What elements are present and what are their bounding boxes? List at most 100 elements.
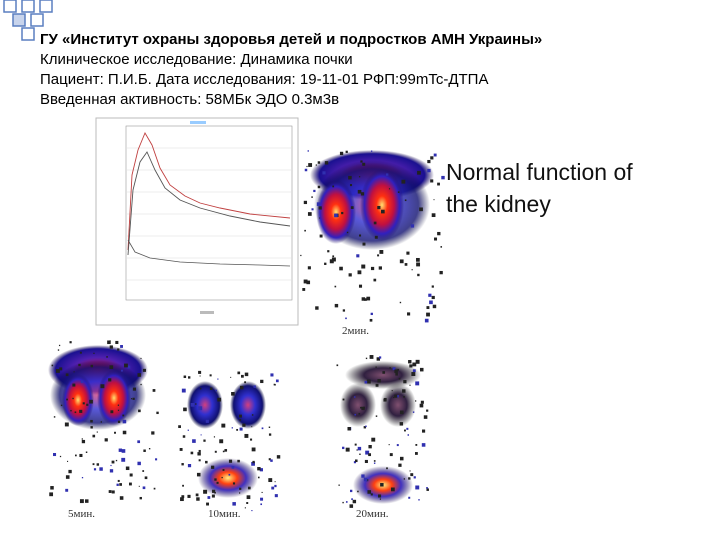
noise-dot: [215, 389, 217, 392]
noise-dot: [129, 473, 133, 477]
noise-dot: [412, 411, 415, 413]
noise-dot: [90, 419, 93, 423]
header-line: Пациент: П.И.Б. Дата исследования: 19-11…: [40, 71, 488, 88]
noise-dot: [303, 279, 308, 284]
noise-dot: [274, 481, 276, 483]
noise-dot: [217, 397, 222, 402]
noise-dot: [378, 494, 382, 498]
noise-dot: [181, 495, 185, 499]
noise-dot: [188, 376, 191, 379]
noise-dot: [268, 458, 271, 461]
noise-dot: [334, 285, 337, 288]
noise-dot: [228, 459, 233, 463]
noise-dot: [132, 397, 135, 400]
noise-dot: [408, 496, 411, 499]
noise-dot: [239, 487, 242, 490]
noise-dot: [380, 483, 384, 487]
noise-dot: [140, 383, 142, 386]
noise-dot: [345, 317, 347, 320]
noise-dot: [327, 250, 330, 253]
noise-dot: [418, 499, 420, 501]
noise-dot: [415, 444, 418, 446]
noise-dot: [360, 160, 363, 163]
caption-line: the kidney: [446, 191, 551, 217]
noise-dot: [96, 431, 98, 433]
noise-dot: [114, 431, 116, 434]
noise-dot: [304, 229, 306, 232]
noise-dot: [203, 439, 206, 442]
noise-dot: [347, 427, 351, 431]
noise-dot: [115, 340, 119, 345]
noise-dot: [124, 363, 128, 368]
noise-dot: [364, 459, 368, 464]
scan-5min: [48, 345, 148, 430]
noise-dot: [224, 449, 228, 452]
noise-dot: [73, 371, 75, 373]
noise-dot: [414, 452, 418, 455]
noise-dot: [302, 288, 306, 291]
noise-dot: [148, 447, 151, 450]
noise-dot: [211, 494, 215, 498]
noise-dot: [93, 468, 97, 471]
noise-dot: [357, 490, 359, 493]
noise-dot: [336, 364, 339, 367]
noise-dot: [365, 425, 367, 428]
noise-dot: [55, 368, 60, 373]
noise-dot: [121, 449, 126, 453]
noise-dot: [178, 425, 181, 429]
noise-dot: [144, 476, 148, 480]
noise-dot: [342, 501, 344, 504]
noise-dot: [364, 380, 368, 384]
noise-dot: [373, 462, 376, 464]
noise-dot: [261, 491, 263, 494]
noise-dot: [415, 359, 420, 364]
noise-dot: [374, 235, 378, 239]
noise-dot: [431, 213, 436, 218]
noise-dot: [209, 374, 212, 377]
noise-dot: [121, 369, 123, 372]
noise-dot: [356, 254, 360, 258]
noise-dot: [232, 482, 236, 485]
noise-dot: [415, 400, 417, 402]
noise-dot: [361, 264, 366, 269]
noise-dot: [365, 450, 370, 455]
noise-dot: [228, 473, 231, 476]
noise-dot: [386, 467, 388, 470]
noise-dot: [217, 378, 219, 380]
noise-dot: [115, 459, 118, 462]
noise-dot: [334, 213, 338, 218]
noise-dot: [72, 383, 76, 387]
noise-dot: [401, 179, 406, 184]
noise-dot: [156, 411, 159, 415]
noise-dot: [431, 285, 434, 288]
noise-dot: [110, 464, 112, 467]
noise-dot: [383, 398, 387, 402]
noise-dot: [394, 369, 398, 373]
noise-dot: [211, 465, 215, 469]
noise-dot: [239, 385, 244, 390]
noise-dot: [353, 461, 357, 464]
noise-dot: [377, 379, 381, 383]
noise-dot: [359, 234, 362, 237]
noise-dot: [183, 375, 187, 379]
noise-dot: [412, 369, 416, 373]
noise-dot: [90, 426, 93, 429]
noise-dot: [117, 348, 120, 351]
noise-dot: [349, 184, 353, 187]
noise-dot: [345, 150, 348, 153]
noise-dot: [221, 423, 226, 428]
noise-dot: [427, 159, 431, 164]
noise-dot: [426, 312, 430, 317]
noise-dot: [181, 388, 186, 393]
noise-dot: [183, 407, 187, 412]
noise-dot: [342, 446, 345, 450]
noise-dot: [407, 434, 410, 436]
noise-dot: [352, 499, 357, 504]
noise-dot: [341, 211, 344, 215]
noise-dot: [116, 483, 119, 486]
noise-dot: [117, 479, 120, 482]
noise-dot: [366, 379, 371, 384]
noise-dot: [244, 433, 249, 438]
noise-dot: [153, 487, 156, 490]
noise-dot: [366, 296, 371, 301]
